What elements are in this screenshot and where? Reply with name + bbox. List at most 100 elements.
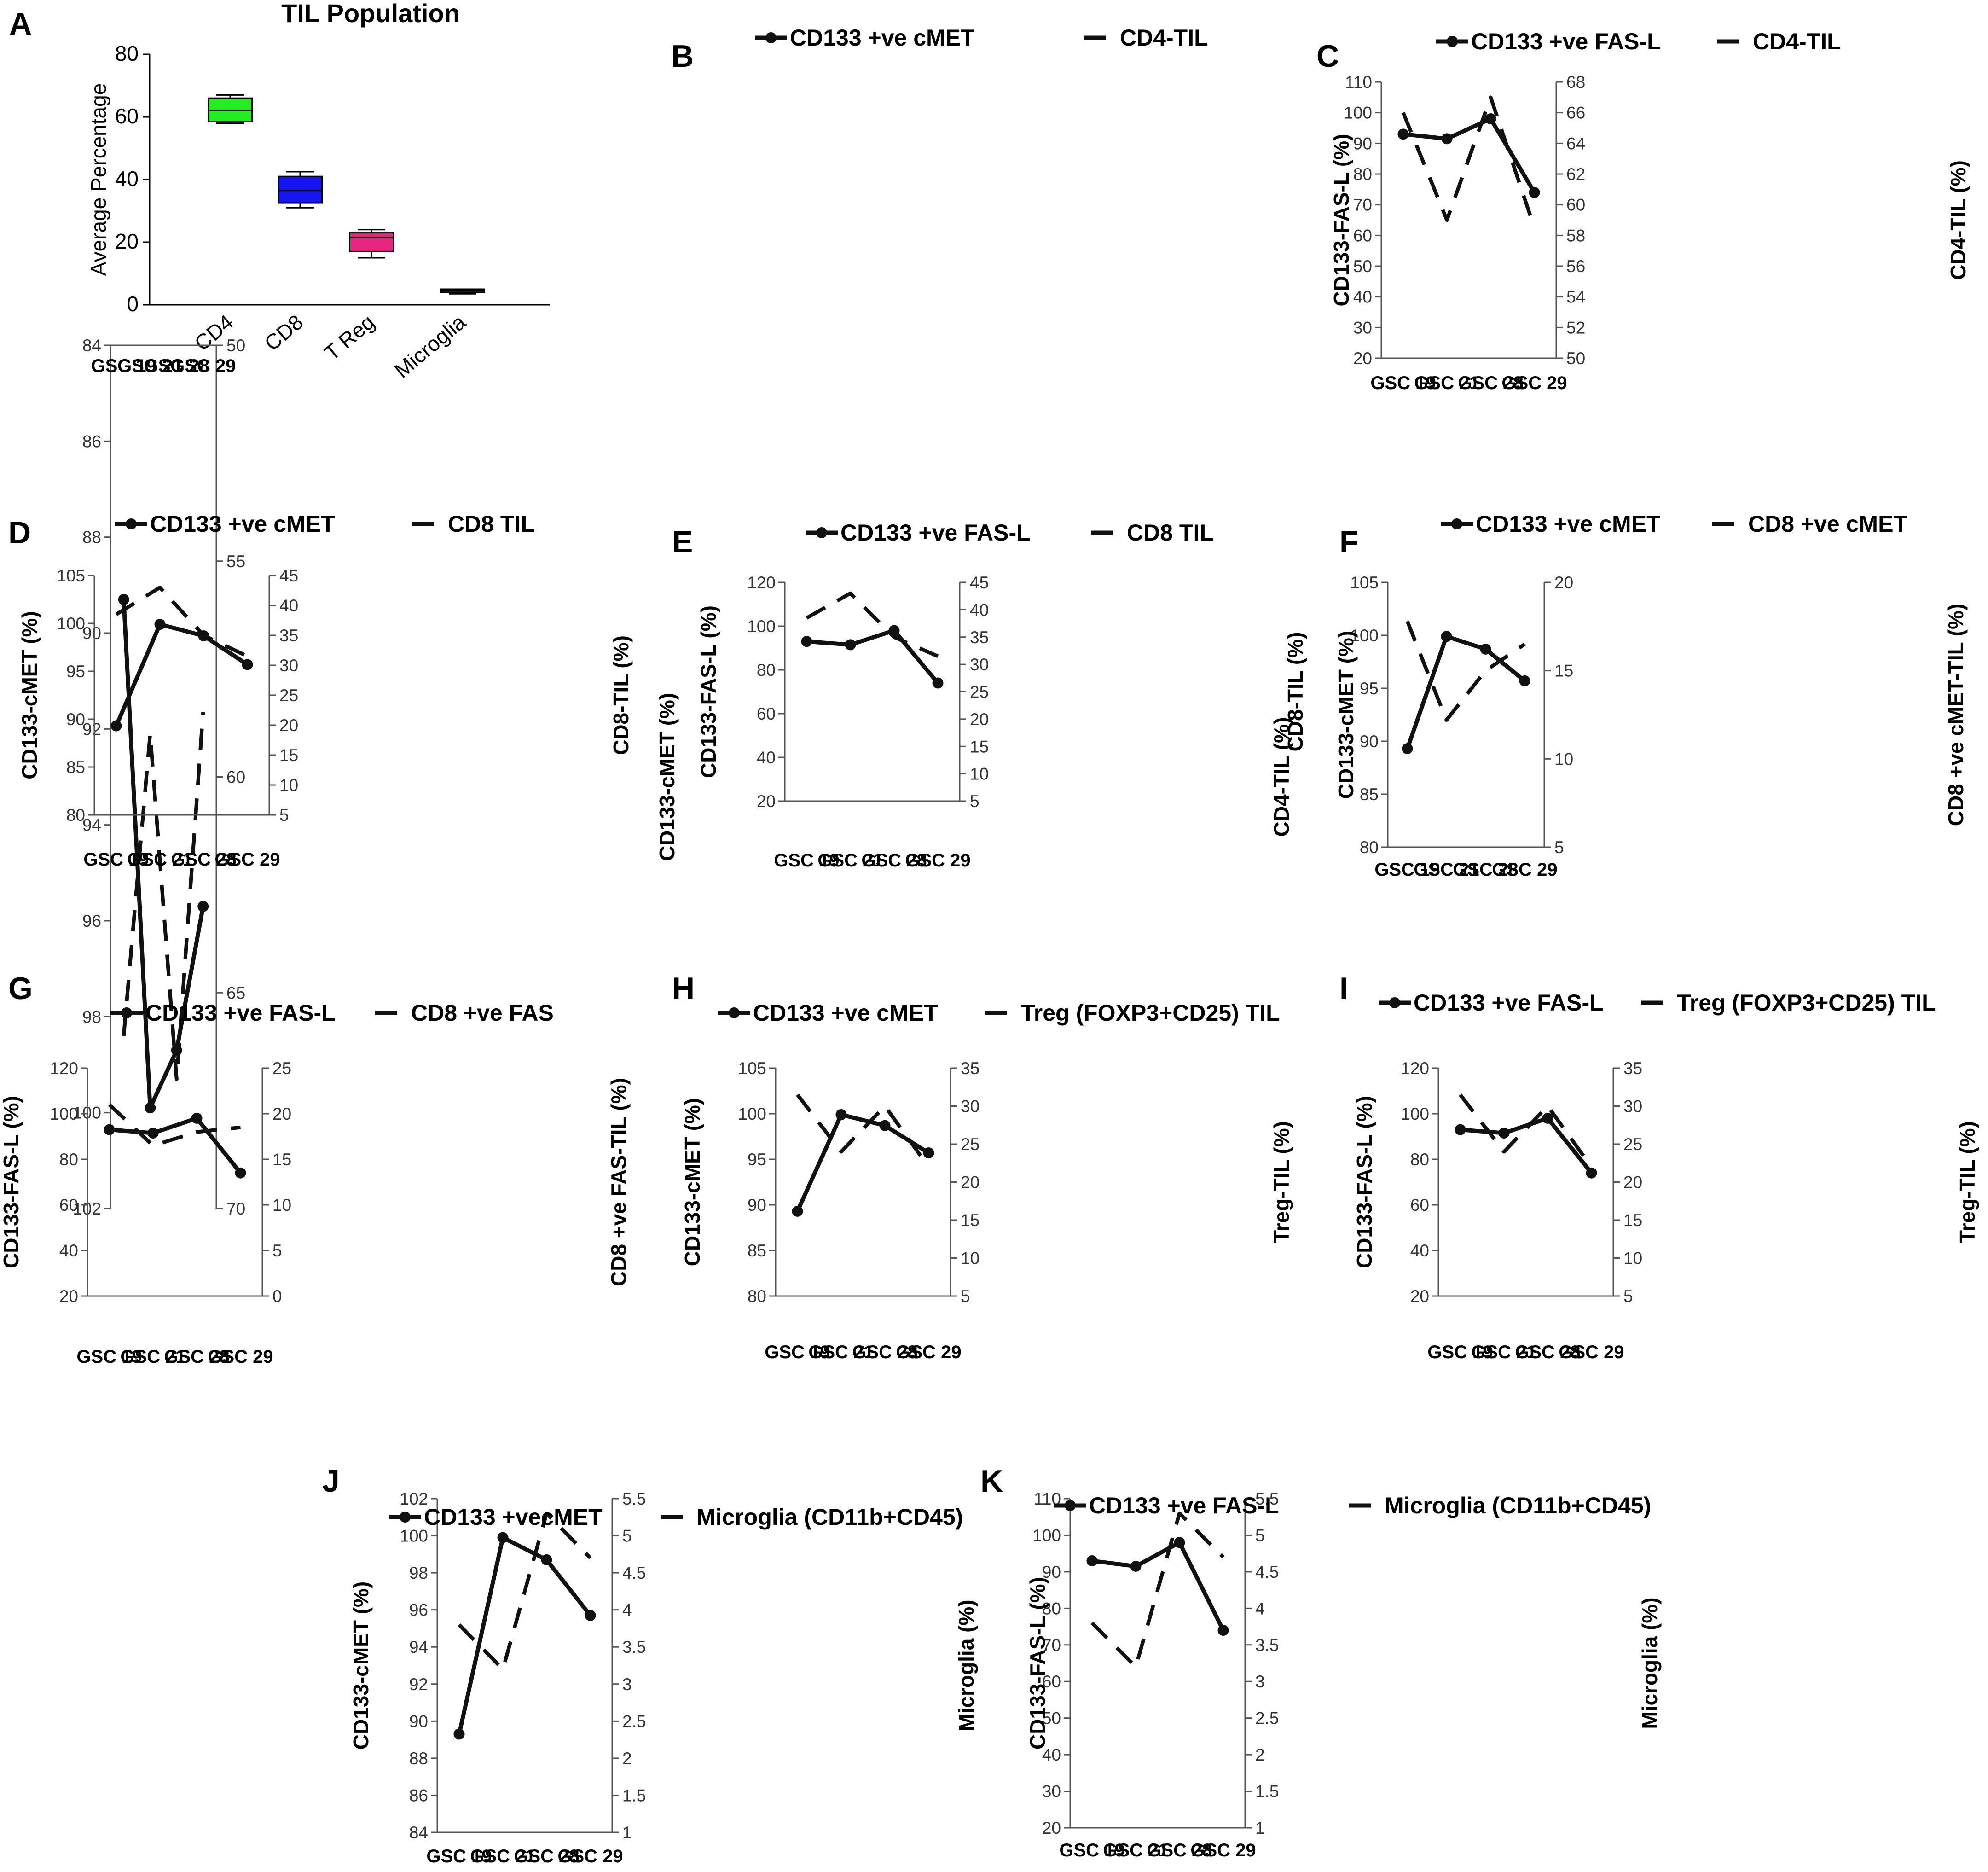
x-category-label: GSC 28: [852, 1342, 917, 1362]
data-point-marker: [147, 1128, 159, 1139]
series-dashed-line: [806, 591, 939, 658]
left-tick-label: 70: [1042, 1636, 1061, 1655]
left-tick-label: 40: [59, 1241, 78, 1260]
series-dashed-line: [458, 1512, 592, 1671]
x-category-label: GSC 21: [1414, 860, 1479, 880]
x-category-label: GSC 19: [83, 849, 149, 870]
left-tick-label: 105: [57, 566, 85, 585]
left-tick-label: 92: [409, 1675, 428, 1694]
data-point-marker: [1485, 113, 1496, 124]
data-point-marker: [1130, 1560, 1142, 1572]
legend-dashed-label: CD4-TIL: [1120, 25, 1208, 51]
data-point-marker: [792, 1205, 803, 1217]
right-tick-label: 35: [961, 1059, 980, 1078]
legend-solid-label: CD133 +vecMET: [424, 1504, 603, 1530]
x-category-label: GSC 29: [896, 1342, 961, 1362]
data-point-marker: [145, 1102, 156, 1114]
left-tick-label: 90: [409, 1712, 428, 1731]
right-tick-label: 5.5: [622, 1489, 646, 1508]
right-tick-label: 58: [1566, 226, 1585, 245]
box-body: [208, 97, 253, 122]
x-category-label: GSC 29: [208, 1347, 273, 1367]
x-category-label: GSC 28: [1458, 373, 1523, 393]
x-category-label: GSC 29: [557, 1846, 623, 1866]
x-category-label: GSC 19: [774, 850, 839, 871]
right-tick-label: 60: [1566, 196, 1585, 215]
right-tick-label: 40: [279, 596, 298, 615]
legend-solid-label: CD133 +ve cMET: [150, 511, 335, 537]
right-tick-label: 0: [272, 1287, 282, 1306]
right-tick-label: 3.5: [622, 1638, 646, 1657]
left-tick-label: 50: [1353, 257, 1372, 276]
right-tick-label: 15: [272, 1150, 291, 1169]
right-tick-label: 30: [279, 656, 298, 675]
data-point-marker: [1217, 1625, 1229, 1636]
right-axis-title: CD8-TIL (%): [609, 635, 633, 755]
x-category-label: GSC 29: [1492, 860, 1557, 880]
x-category-label: GSC 21: [1414, 373, 1479, 393]
right-tick-label: 2: [1255, 1745, 1265, 1764]
legend-dashed-label: CD8 +ve FAS: [411, 1000, 554, 1026]
x-category-label: GSC 28: [171, 849, 236, 870]
right-tick-label: 45: [279, 566, 298, 585]
legend-dashed-label: CD8 TIL: [1127, 520, 1214, 546]
right-tick-label: 30: [970, 655, 989, 674]
panel-label: F: [1339, 524, 1359, 559]
chart-title: TIL Population: [281, 0, 460, 28]
left-tick-label: 70: [1353, 196, 1372, 215]
right-tick-label: 20: [970, 710, 989, 729]
left-tick-label: 85: [1360, 785, 1379, 804]
left-axis-title: CD133-FAS-L (%): [1026, 1577, 1049, 1750]
panel-label: J: [322, 1464, 340, 1499]
right-tick-label: 35: [1623, 1059, 1642, 1078]
panel-label: E: [672, 524, 693, 559]
data-point-marker: [541, 1554, 552, 1565]
right-axis-title: CD8 +ve cMET-TIL (%): [1944, 604, 1968, 826]
y-axis-title: Average Percentage: [87, 83, 110, 276]
left-tick-label: 90: [1353, 134, 1372, 153]
legend-solid-label: CD133 +ve FAS-L: [840, 520, 1031, 546]
y-tick-label: 40: [115, 167, 139, 191]
legend-dashed-label: CD8 TIL: [448, 511, 535, 537]
right-tick-label: 20: [272, 1105, 291, 1123]
left-tick-label: 120: [747, 573, 776, 592]
left-tick-label: 80: [1360, 838, 1379, 857]
legend-solid-marker: [729, 1007, 740, 1018]
right-tick-label: 25: [272, 1059, 291, 1078]
left-tick-label: 80: [748, 1287, 766, 1306]
left-axis-title: CD133-FAS-L (%): [696, 605, 720, 778]
left-tick-label: 40: [1042, 1745, 1061, 1764]
data-point-marker: [1586, 1167, 1597, 1179]
x-category-label: GSC 28: [164, 1347, 229, 1367]
right-axis-title: Microglia (%): [954, 1599, 978, 1731]
panel-label: I: [1339, 971, 1348, 1006]
data-point-marker: [118, 594, 129, 605]
left-tick-label: 100: [400, 1527, 428, 1546]
left-tick-label: 90: [82, 624, 101, 643]
right-tick-label: 5: [622, 1527, 632, 1546]
left-tick-label: 85: [748, 1241, 766, 1260]
legend-solid-marker: [400, 1512, 411, 1523]
legend-solid-marker: [765, 32, 777, 43]
x-category-label: GSC 19: [1059, 1840, 1124, 1860]
right-tick-label: 4.5: [1255, 1563, 1279, 1581]
data-point-marker: [104, 1124, 115, 1135]
left-tick-label: 105: [1350, 573, 1379, 592]
series-dashed-line: [796, 1093, 930, 1168]
right-tick-label: 1: [622, 1823, 632, 1842]
left-tick-label: 80: [757, 661, 776, 680]
data-point-marker: [235, 1167, 246, 1179]
series-solid-line: [1091, 1540, 1225, 1632]
left-tick-label: 40: [757, 748, 776, 767]
legend-solid-label: CD133 +ve FAS-L: [145, 1000, 336, 1026]
left-tick-label: 80: [1410, 1150, 1429, 1169]
x-category-label: GSC 28: [1147, 1840, 1212, 1860]
left-tick-label: 80: [1353, 165, 1372, 184]
legend-dashed-label: Microglia (CD11b+CD45): [1385, 1493, 1651, 1518]
series-solid-line: [457, 1535, 592, 1735]
series-dashed-line: [115, 586, 249, 658]
series-dashed-line: [1401, 95, 1536, 228]
